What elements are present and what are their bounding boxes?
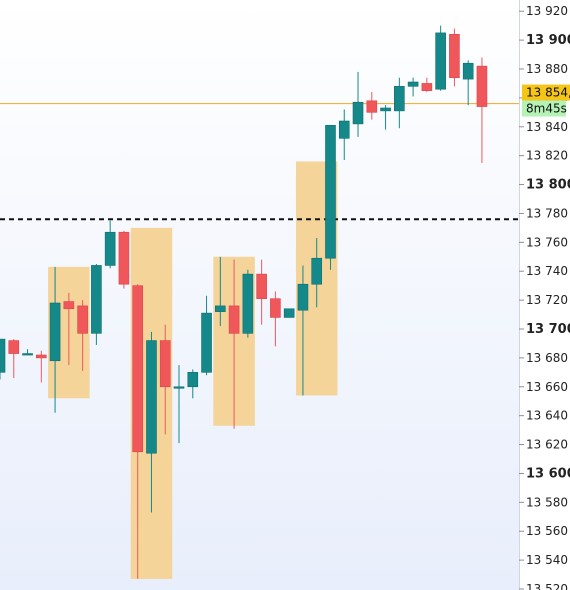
y-tick-label: 13 560 xyxy=(526,524,568,538)
candle-up xyxy=(435,32,446,90)
candle-down xyxy=(77,305,88,334)
candle-up xyxy=(242,273,254,334)
y-tick-label: 13 760 xyxy=(526,235,568,249)
countdown-label: 8m45s xyxy=(526,102,567,116)
current-price-label: 13 854,7 xyxy=(526,86,570,100)
candle-down xyxy=(228,305,240,334)
candle-down xyxy=(270,298,281,318)
y-tick-label: 13 720 xyxy=(526,293,568,307)
y-tick-label: 13 700 xyxy=(526,322,570,337)
candles xyxy=(0,25,488,579)
candle-down xyxy=(132,285,143,453)
y-tick-label: 13 640 xyxy=(526,409,568,423)
y-tick-label: 13 620 xyxy=(526,438,568,452)
y-tick-label: 13 680 xyxy=(526,351,568,365)
candle-down xyxy=(476,65,488,107)
candle-up xyxy=(22,353,33,356)
price-badges: 13 854,7 8m45s xyxy=(522,84,570,117)
candle-up xyxy=(201,312,212,373)
y-tick-label: 13 540 xyxy=(526,553,568,567)
candle-down xyxy=(63,301,75,310)
candle-up xyxy=(146,340,157,454)
candle-up xyxy=(91,265,102,334)
candle-up xyxy=(187,372,199,388)
current-price-badge xyxy=(522,84,570,101)
candle-down xyxy=(366,100,378,113)
candle-down xyxy=(118,231,130,285)
y-tick-label: 13 780 xyxy=(526,206,568,220)
y-tick-label: 13 660 xyxy=(526,380,568,394)
price-axis[interactable]: 13 520 13 540 13 560 13 580 13 600 13 620 13 6… xyxy=(519,4,570,590)
candle-up xyxy=(49,302,61,362)
y-tick-label: 13 900 xyxy=(526,33,570,48)
countdown-badge xyxy=(522,100,566,117)
candle-up xyxy=(325,125,336,259)
y-tick-label: 13 740 xyxy=(526,264,568,278)
candle-up xyxy=(283,308,295,318)
candle-up xyxy=(215,305,226,312)
y-tick-label: 13 820 xyxy=(526,149,568,163)
y-tick-label: 13 520 xyxy=(526,582,568,590)
candle-up xyxy=(297,283,309,311)
candle-up xyxy=(462,62,474,80)
candle-up xyxy=(0,338,6,373)
y-tick-label: 13 600 xyxy=(526,466,570,481)
reference-lines xyxy=(0,103,519,221)
candle-up xyxy=(380,107,391,112)
candle-up xyxy=(173,386,185,389)
candle-down xyxy=(449,34,460,78)
y-tick-label: 13 840 xyxy=(526,120,568,134)
candle-up xyxy=(104,231,116,266)
y-tick-label: 13 580 xyxy=(526,495,568,509)
candle-down xyxy=(36,354,47,359)
candle-up xyxy=(338,120,350,139)
candle-up xyxy=(407,81,419,87)
y-tick-label: 13 880 xyxy=(526,62,568,76)
candle-down xyxy=(421,83,433,91)
candle-up xyxy=(394,86,405,112)
candle-down xyxy=(159,340,171,388)
candle-up xyxy=(352,101,364,125)
y-tick-label: 13 920 xyxy=(526,4,568,18)
candle-down xyxy=(256,273,267,299)
y-tick-label: 13 800 xyxy=(526,178,570,193)
candle-up xyxy=(311,257,323,285)
candle-down xyxy=(8,340,20,354)
